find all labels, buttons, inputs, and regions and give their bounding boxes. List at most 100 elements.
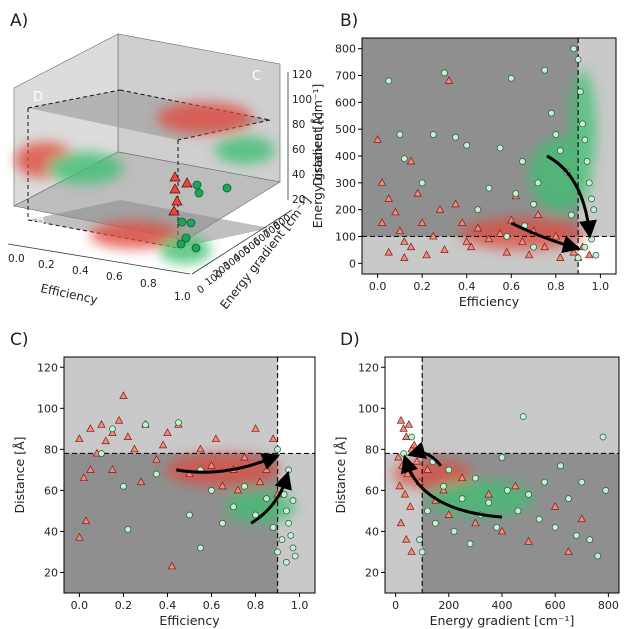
data-point-circle [400, 450, 407, 457]
data-point-triangle [255, 477, 265, 486]
data-point-triangle [233, 485, 243, 494]
region-light [422, 357, 619, 454]
data-point-circle [530, 243, 537, 251]
data-point-circle [570, 45, 578, 53]
trend-arrow [250, 470, 292, 525]
data-point-triangle [185, 469, 194, 477]
data-point-triangle [550, 502, 560, 510]
3d-x-tick: 0.4 [72, 265, 89, 277]
data-point-triangle [268, 434, 278, 443]
y-tick-label: 40 [44, 525, 58, 538]
data-point-circle [291, 552, 299, 560]
x-axis-label: Efficiency [159, 613, 220, 628]
y-tick-label: 120 [358, 361, 379, 374]
data-point-circle [472, 474, 479, 482]
data-point-circle [514, 507, 522, 515]
x-tick-label: 0.8 [247, 599, 265, 612]
3d-z-tick: 120 [292, 69, 312, 81]
3d-red-marker [168, 205, 180, 216]
data-point-triangle [457, 473, 467, 482]
data-point-circle [385, 77, 393, 85]
data-point-circle [274, 548, 281, 556]
data-point-triangle [384, 194, 393, 202]
3d-corner-label-c: C [252, 69, 261, 84]
3d-green-marker [186, 218, 196, 228]
data-point-triangle [114, 415, 124, 424]
data-point-triangle [484, 234, 494, 243]
data-point-circle [408, 433, 415, 441]
data-point-triangle [423, 465, 432, 473]
data-point-triangle [400, 489, 410, 498]
x-tick-label: 0.0 [369, 280, 387, 293]
y-tick-label: 20 [365, 566, 379, 579]
data-point-triangle [251, 424, 260, 432]
data-point-circle [109, 425, 116, 433]
data-point-circle [534, 179, 542, 187]
x-tick-label: 800 [598, 599, 619, 612]
data-point-circle [592, 251, 600, 259]
data-point-circle [416, 536, 423, 543]
panel-a: A) [7, 11, 325, 312]
data-point-triangle [81, 516, 91, 525]
data-point-circle [269, 523, 277, 531]
3d-cloud-red [90, 221, 180, 249]
3d-z-tick: 40 [292, 169, 305, 181]
data-point-circle [400, 155, 408, 163]
data-point-circle [285, 466, 292, 474]
data-point-circle [418, 548, 426, 556]
panel-c: C) 0.0 0.2 0.4 0.6 0.8 1.0 20 40 60 80 100 120 Effic… [10, 330, 316, 628]
data-point-triangle [108, 428, 117, 436]
plot-frame [63, 356, 316, 594]
3d-x-tick: 0.2 [38, 259, 55, 271]
data-point-triangle [439, 485, 448, 494]
x-tick-label: 400 [492, 599, 513, 612]
y-tick-label: 600 [335, 96, 356, 109]
data-point-triangle [75, 532, 84, 541]
data-point-circle [594, 552, 602, 560]
data-point-triangle [396, 415, 406, 424]
data-point-triangle [451, 199, 460, 208]
data-point-circle [474, 206, 482, 213]
data-point-circle [466, 540, 474, 548]
x-tick-label: 0.8 [547, 280, 565, 293]
data-point-circle [452, 133, 459, 141]
data-point-triangle [167, 561, 177, 570]
y-tick-label: 0 [349, 257, 356, 270]
data-point-circle [287, 532, 295, 539]
data-point-circle [289, 544, 297, 552]
data-point-triangle [395, 481, 404, 490]
data-point-circle [535, 515, 543, 523]
data-point-circle [552, 131, 560, 138]
data-point-circle [586, 536, 594, 543]
3d-red-marker [181, 177, 193, 188]
data-point-circle [485, 499, 493, 507]
data-point-circle [124, 526, 132, 533]
data-point-circle [512, 190, 520, 197]
data-point-triangle [75, 434, 84, 443]
3d-x-axis [7, 243, 191, 275]
data-point-triangle [402, 432, 411, 440]
y-tick-label: 200 [335, 204, 356, 217]
data-point-circle [283, 507, 290, 515]
y-axis-label: Energy gradient [cm⁻¹] [310, 84, 325, 229]
data-point-triangle [211, 434, 221, 443]
y-axis-label: Distance [Å] [12, 437, 27, 514]
data-point-circle [463, 141, 471, 149]
3d-x-axis-label: Efficiency [39, 281, 98, 307]
data-point-circle [274, 445, 281, 453]
3d-green-marker [194, 188, 204, 198]
data-point-circle [503, 487, 511, 494]
data-point-circle [503, 233, 511, 240]
data-point-circle [525, 491, 532, 498]
x-tick-label: 0.6 [203, 599, 221, 612]
data-point-triangle [196, 444, 205, 453]
data-point-triangle [136, 477, 146, 486]
3d-red-marker [169, 171, 181, 182]
y-tick-label: 80 [365, 443, 379, 456]
data-point-circle [197, 544, 204, 552]
data-point-circle [429, 131, 437, 138]
data-point-triangle [429, 231, 438, 240]
3d-green-marker [176, 239, 186, 249]
3d-x-tick: 0.6 [106, 271, 123, 283]
y-tick-label: 700 [335, 70, 356, 83]
